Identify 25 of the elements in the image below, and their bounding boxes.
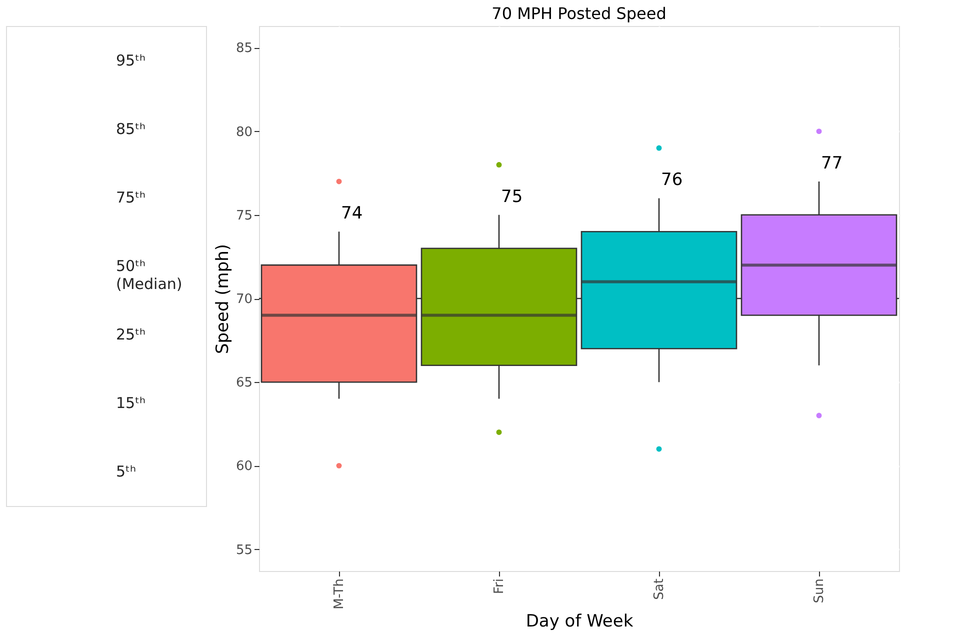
y-tick-label: 60	[236, 459, 252, 474]
x-tick-label: Sun	[812, 578, 827, 604]
y-tick-label: 55	[236, 542, 252, 558]
text: 15ᵗʰ	[116, 394, 146, 412]
annotation: 76	[661, 170, 683, 190]
text: 75ᵗʰ	[116, 188, 146, 206]
x-tick-label: Fri	[492, 578, 507, 594]
y-tick-label: 85	[236, 41, 252, 56]
y-tick-label: 70	[236, 292, 252, 307]
x-tick-label: Sat	[652, 578, 667, 600]
x-axis-title: Day of Week	[526, 611, 634, 632]
text: 25ᵗʰ	[116, 326, 146, 344]
annotation: 74	[341, 204, 363, 224]
annotation: 75	[501, 186, 523, 207]
chart-title: 70 MPH Posted Speed	[492, 4, 666, 23]
y-tick-label: 65	[236, 376, 252, 391]
x-tick-label: M-Th	[332, 578, 347, 610]
y-tick-label: 75	[236, 208, 252, 224]
text: 50ᵗʰ (Median)	[116, 257, 182, 293]
y-tick-label: 80	[236, 124, 252, 140]
text: 5ᵗʰ	[116, 462, 136, 481]
text: 95ᵗʰ	[116, 51, 146, 70]
y-axis-title: Speed (mph)	[212, 244, 233, 354]
text: 85ᵗʰ	[116, 120, 146, 138]
annotation: 77	[821, 153, 843, 174]
